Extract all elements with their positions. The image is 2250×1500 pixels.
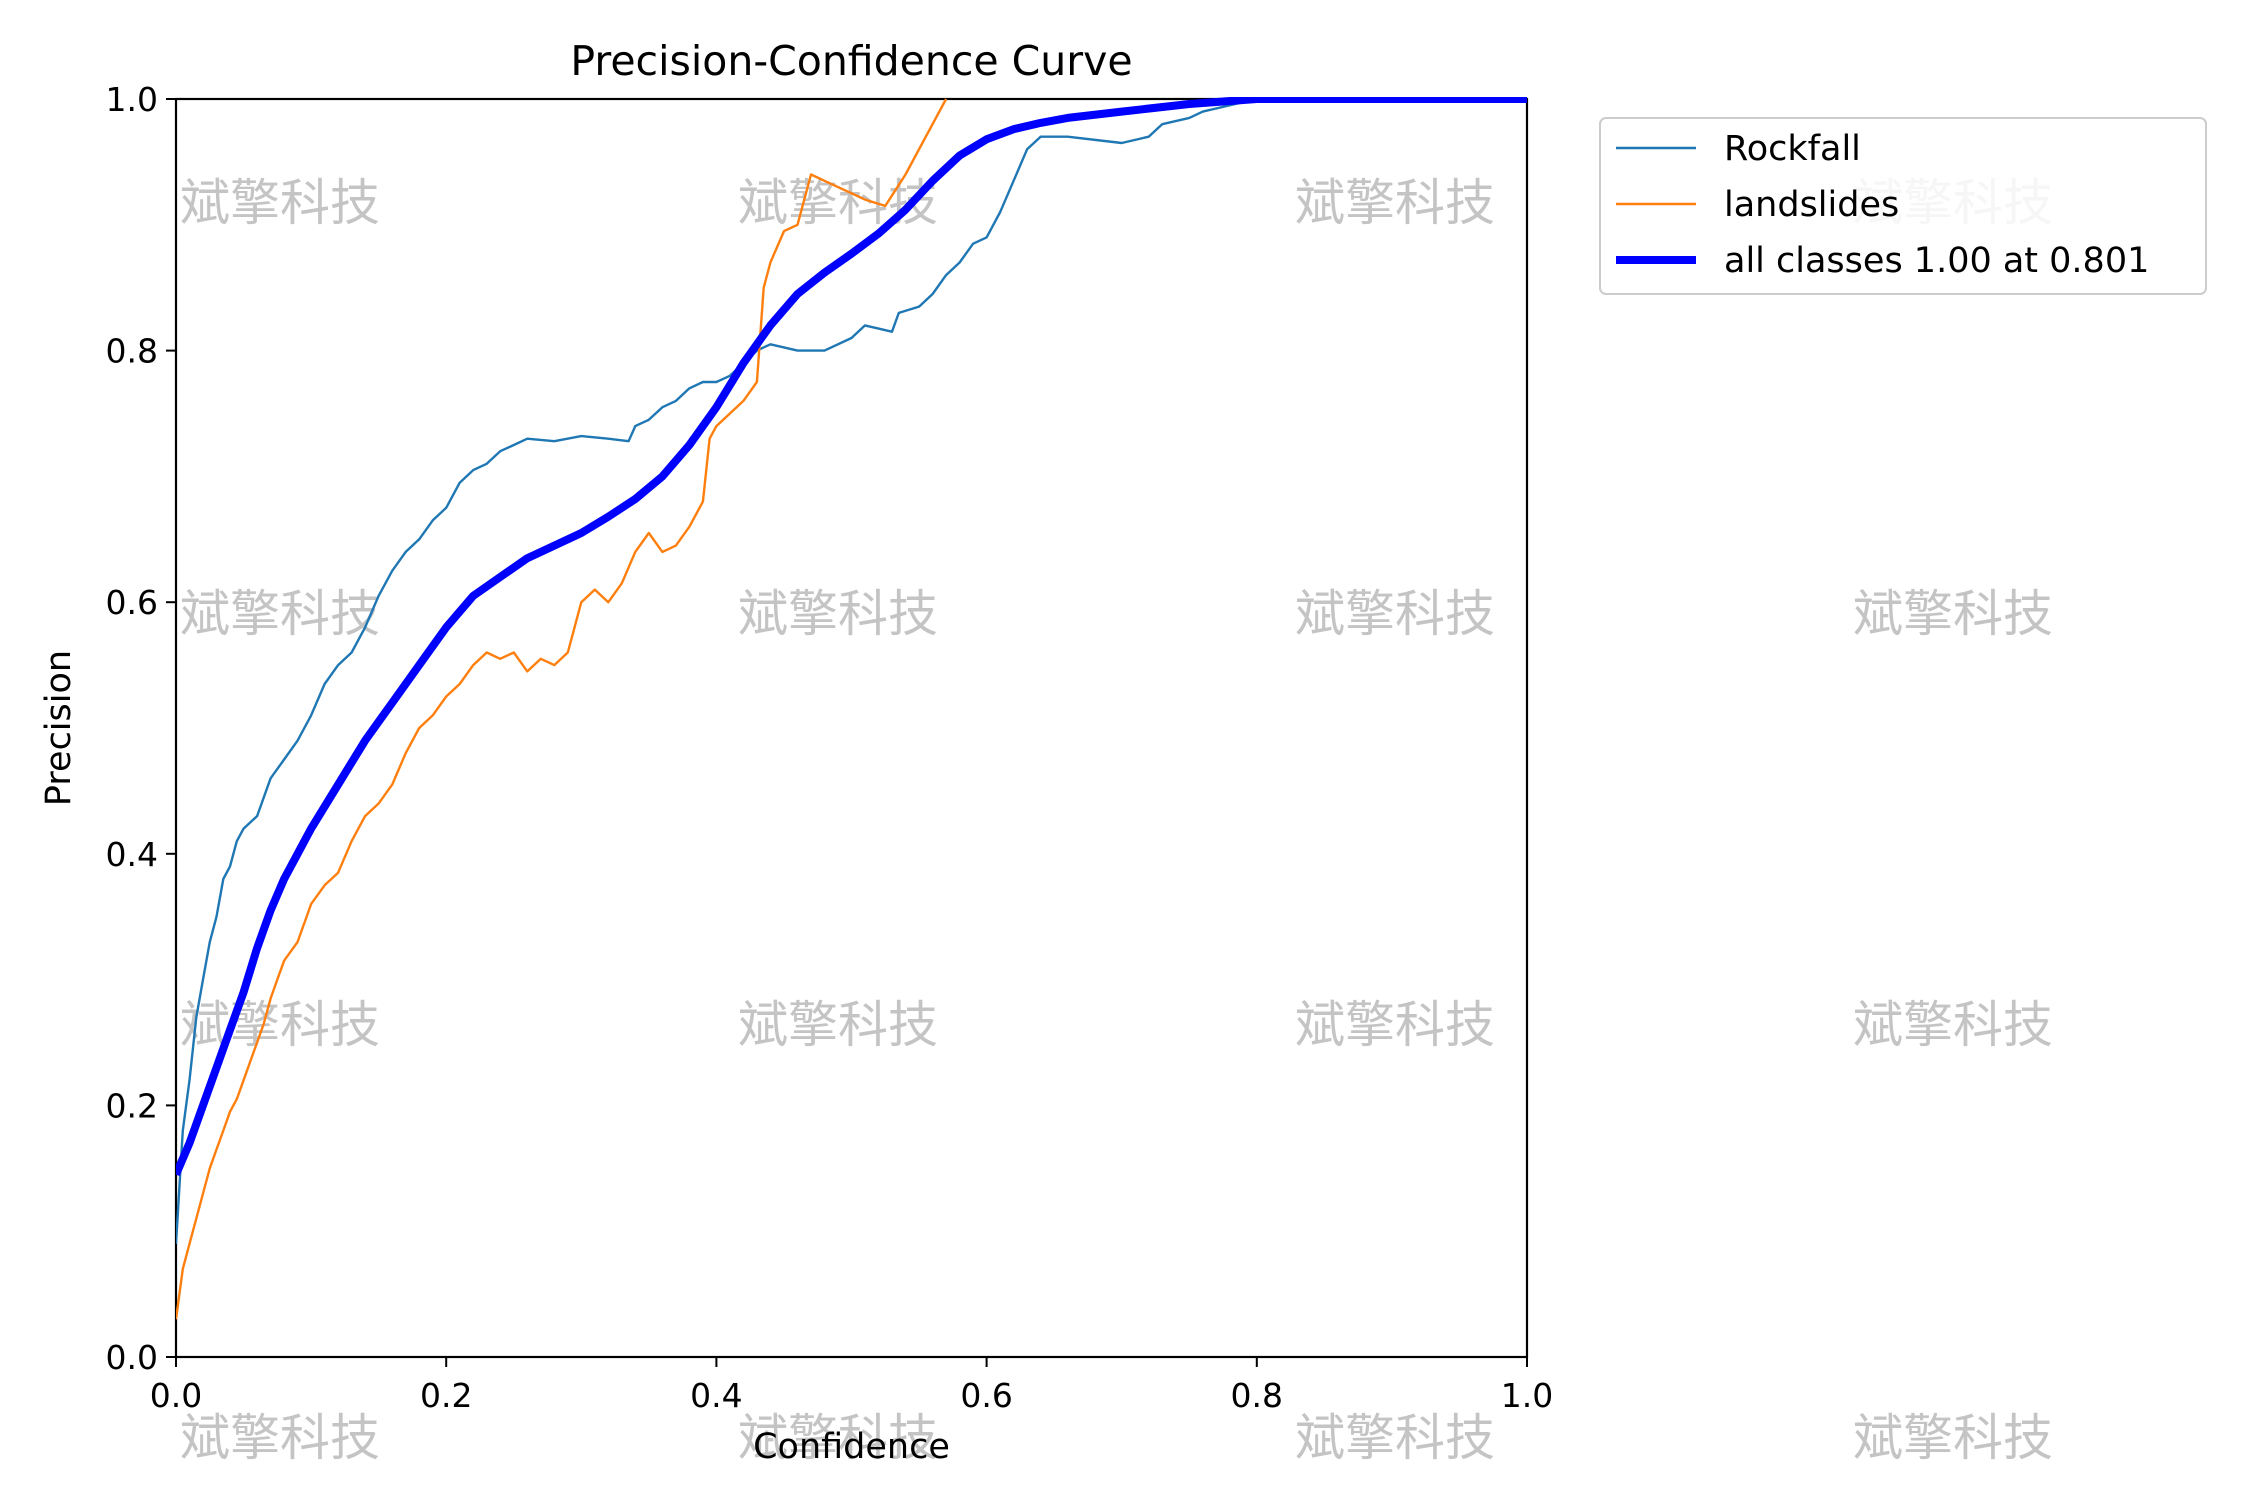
series-line-rockfall (176, 97, 1527, 1244)
legend-label: Rockfall (1724, 129, 1861, 169)
series-line-all-classes-1-00-at-0-801 (176, 97, 1527, 1177)
watermark-11: 斌擎科技 (1853, 996, 2053, 1054)
series-layer (176, 97, 1527, 1320)
watermark-0: 斌擎科技 (180, 174, 380, 232)
x-tick-label: 0.8 (1231, 1376, 1283, 1415)
watermark-8: 斌擎科技 (180, 996, 380, 1054)
y-axis-title: Precision (39, 650, 79, 806)
watermark-15: 斌擎科技 (1853, 1409, 2053, 1467)
x-axis-ticks: 0.0 0.2 0.4 0.6 0.8 1.0 (150, 1357, 1553, 1415)
watermark-1: 斌擎科技 (738, 174, 938, 232)
legend-label: all classes 1.00 at 0.801 (1724, 241, 2149, 281)
x-tick-label: 0.2 (420, 1376, 472, 1415)
legend: Rockfall landslides all classes 1.00 at 0.… (1599, 117, 2207, 295)
watermark-2: 斌擎科技 (1295, 174, 1495, 232)
y-axis-ticks: 0.0 0.2 0.4 0.6 0.8 1.0 (106, 80, 176, 1377)
watermark-13: 斌擎科技 (738, 1409, 938, 1467)
y-tick-label: 1.0 (106, 80, 158, 119)
watermark-6: 斌擎科技 (1295, 585, 1495, 643)
y-tick-label: 0.0 (106, 1338, 158, 1377)
watermark-14: 斌擎科技 (1295, 1409, 1495, 1467)
x-tick-label: 0.0 (150, 1376, 202, 1415)
plot-area-frame (174, 97, 1529, 1359)
y-tick-label: 0.6 (106, 583, 158, 622)
y-tick-label: 0.8 (106, 332, 158, 371)
watermark-7: 斌擎科技 (1853, 585, 2053, 643)
y-tick-label: 0.4 (106, 835, 158, 874)
y-tick-label: 0.2 (106, 1086, 158, 1125)
chart-title: Precision-Confidence Curve (570, 37, 1132, 85)
watermark-5: 斌擎科技 (738, 585, 938, 643)
x-tick-label: 0.6 (960, 1376, 1012, 1415)
x-axis-title: Confidence (753, 1427, 950, 1467)
watermark-9: 斌擎科技 (738, 996, 938, 1054)
x-tick-label: 0.4 (690, 1376, 742, 1415)
legend-label: landslides (1724, 185, 1899, 225)
series-line-landslides (176, 98, 948, 1320)
legend-box (1599, 117, 2207, 295)
x-tick-label: 1.0 (1501, 1376, 1553, 1415)
watermark-4: 斌擎科技 (180, 585, 380, 643)
watermark-10: 斌擎科技 (1295, 996, 1495, 1054)
watermark-12: 斌擎科技 (180, 1409, 380, 1467)
